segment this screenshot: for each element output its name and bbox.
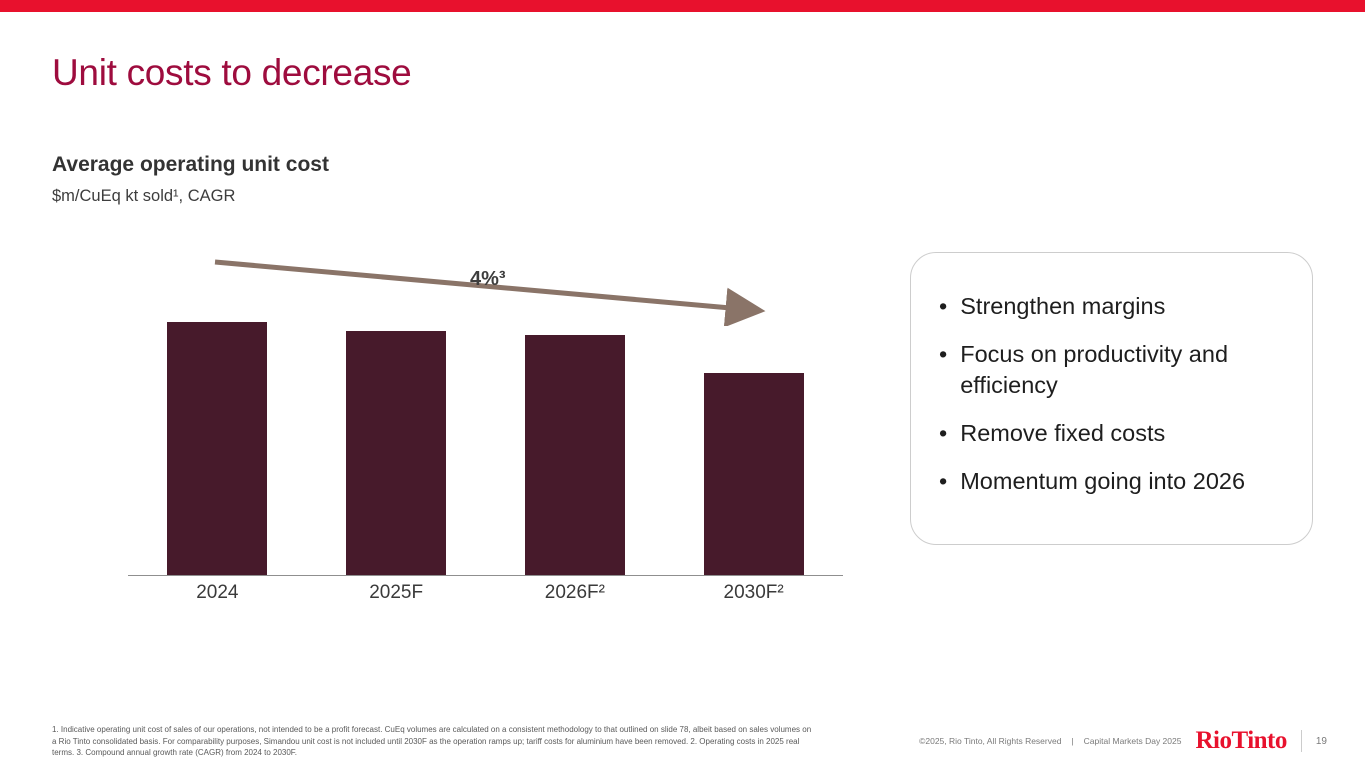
cagr-trend-arrow-icon: [214, 259, 766, 326]
copyright-line: ©2025, Rio Tinto, All Rights Reserved | …: [919, 736, 1181, 746]
page-title: Unit costs to decrease: [52, 52, 412, 93]
bar-chart: [128, 322, 843, 575]
x-axis-line: [128, 575, 843, 576]
cagr-arrow-line: [214, 259, 766, 326]
bullet-item: Focus on productivity and efficiency: [939, 339, 1286, 401]
bar-column-3: [664, 322, 843, 575]
rio-tinto-logo: RioTinto: [1195, 727, 1287, 754]
bar-3: [703, 372, 804, 575]
chart-heading: Average operating unit cost: [52, 153, 329, 176]
key-messages-panel: Strengthen margins Focus on productivity…: [910, 252, 1313, 545]
page-number: 19: [1315, 735, 1327, 747]
chart-subheading: $m/CuEq kt sold¹, CAGR: [52, 187, 236, 205]
bar-column-1: [307, 322, 486, 575]
bar-0: [167, 322, 268, 575]
x-axis-labels: 2024 2025F 2026F² 2030F²: [128, 582, 843, 604]
cagr-annotation: 4%³: [470, 268, 506, 290]
bar-2: [524, 334, 625, 575]
bar-1: [346, 330, 447, 575]
footer-vertical-divider: [1300, 730, 1302, 752]
bullet-text: Focus on productivity and efficiency: [960, 341, 1229, 399]
copyright-text: ©2025, Rio Tinto, All Rights Reserved: [919, 736, 1062, 746]
bar-column-0: [128, 322, 307, 575]
bullet-item: Remove fixed costs: [939, 418, 1286, 449]
bullet-text: Remove fixed costs: [960, 420, 1166, 447]
bullet-item: Momentum going into 2026: [939, 466, 1286, 497]
footer-right: ©2025, Rio Tinto, All Rights Reserved | …: [919, 724, 1327, 758]
x-tick-label-3: 2030F²: [723, 582, 784, 603]
bullet-text: Momentum going into 2026: [960, 468, 1246, 495]
x-tick-label-1: 2025F: [369, 582, 424, 603]
bullet-list: Strengthen margins Focus on productivity…: [911, 291, 1312, 497]
footnotes: 1. Indicative operating unit cost of sal…: [52, 725, 812, 758]
top-accent-bar: [0, 0, 1365, 12]
copyright-divider: |: [1071, 736, 1074, 746]
bullet-text: Strengthen margins: [960, 293, 1166, 319]
bullet-item: Strengthen margins: [939, 291, 1286, 322]
bar-column-2: [486, 322, 665, 575]
event-name: Capital Markets Day 2025: [1083, 736, 1182, 746]
x-tick-label-2: 2026F²: [544, 582, 605, 603]
x-tick-label-0: 2024: [196, 582, 239, 603]
